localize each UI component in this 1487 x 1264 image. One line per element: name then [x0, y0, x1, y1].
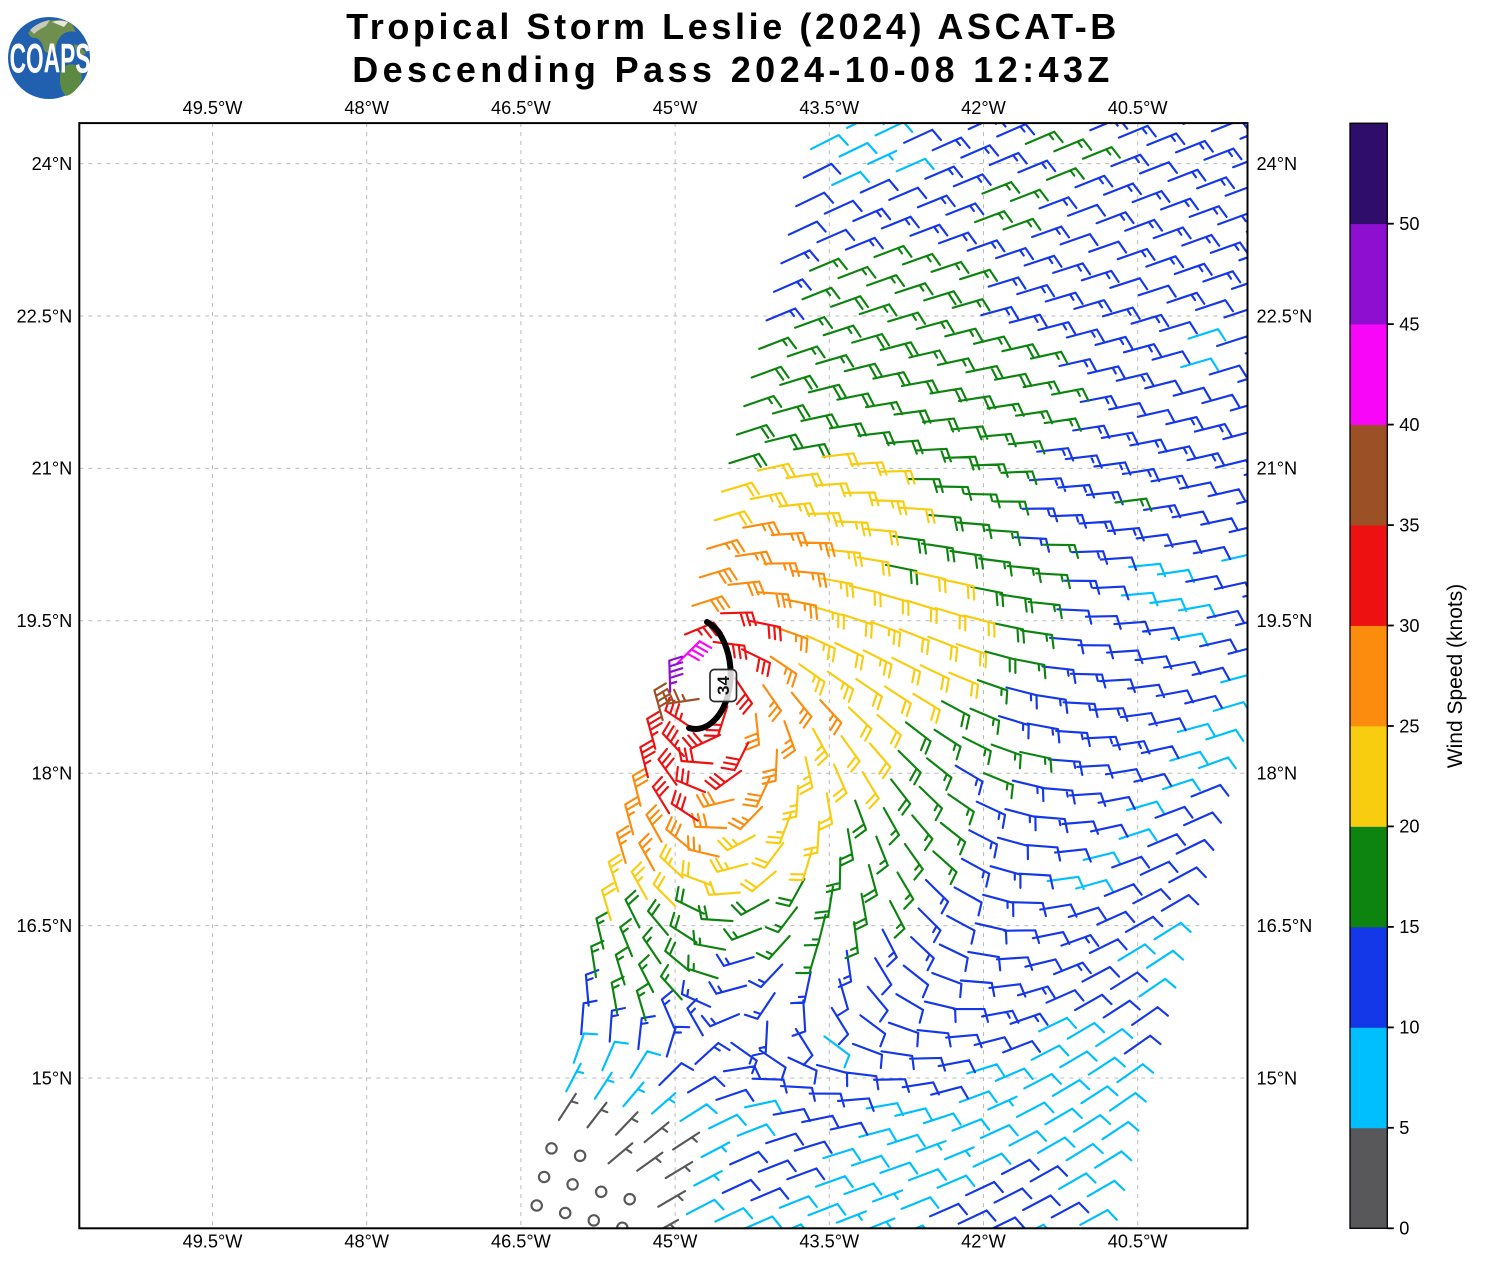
svg-text:49.5°W: 49.5°W: [183, 98, 244, 118]
svg-text:22.5°N: 22.5°N: [16, 306, 72, 326]
svg-text:21°N: 21°N: [32, 459, 73, 479]
svg-text:Wind Speed (knots): Wind Speed (knots): [1444, 584, 1467, 768]
svg-text:45°W: 45°W: [653, 98, 699, 118]
svg-text:34: 34: [714, 676, 733, 695]
svg-text:40.5°W: 40.5°W: [1108, 1231, 1169, 1251]
svg-text:16.5°N: 16.5°N: [1257, 916, 1313, 936]
svg-text:43.5°W: 43.5°W: [799, 1231, 860, 1251]
svg-text:30: 30: [1399, 616, 1419, 636]
svg-text:35: 35: [1399, 515, 1419, 535]
svg-text:0: 0: [1399, 1219, 1409, 1239]
svg-text:40.5°W: 40.5°W: [1108, 98, 1169, 118]
svg-text:16.5°N: 16.5°N: [16, 916, 72, 936]
svg-text:18°N: 18°N: [1257, 764, 1298, 784]
svg-text:15: 15: [1399, 917, 1419, 937]
svg-text:42°W: 42°W: [961, 1231, 1007, 1251]
svg-text:43.5°W: 43.5°W: [799, 98, 860, 118]
svg-text:49.5°W: 49.5°W: [183, 1231, 244, 1251]
svg-text:48°W: 48°W: [344, 1231, 390, 1251]
svg-text:48°W: 48°W: [344, 98, 390, 118]
svg-text:46.5°W: 46.5°W: [491, 98, 552, 118]
svg-text:45°W: 45°W: [653, 1231, 699, 1251]
svg-text:45: 45: [1399, 314, 1419, 334]
svg-text:46.5°W: 46.5°W: [491, 1231, 552, 1251]
svg-text:5: 5: [1399, 1118, 1409, 1138]
svg-text:24°N: 24°N: [1257, 154, 1298, 174]
svg-text:22.5°N: 22.5°N: [1257, 306, 1313, 326]
svg-text:15°N: 15°N: [32, 1068, 73, 1088]
svg-text:21°N: 21°N: [1257, 459, 1298, 479]
svg-text:42°W: 42°W: [961, 98, 1007, 118]
svg-text:20: 20: [1399, 817, 1419, 837]
svg-text:19.5°N: 19.5°N: [1257, 611, 1313, 631]
svg-text:COAPS: COAPS: [10, 35, 91, 82]
svg-text:25: 25: [1399, 716, 1419, 736]
svg-text:Descending Pass 2024-10-08 12:: Descending Pass 2024-10-08 12:43Z: [352, 49, 1114, 90]
svg-text:24°N: 24°N: [32, 154, 73, 174]
svg-text:15°N: 15°N: [1257, 1068, 1298, 1088]
svg-text:18°N: 18°N: [32, 764, 73, 784]
svg-text:10: 10: [1399, 1018, 1419, 1038]
svg-text:40: 40: [1399, 415, 1419, 435]
svg-text:Tropical Storm Leslie (2024) A: Tropical Storm Leslie (2024) ASCAT-B: [346, 6, 1120, 47]
svg-text:19.5°N: 19.5°N: [16, 611, 72, 631]
svg-text:50: 50: [1399, 214, 1419, 234]
